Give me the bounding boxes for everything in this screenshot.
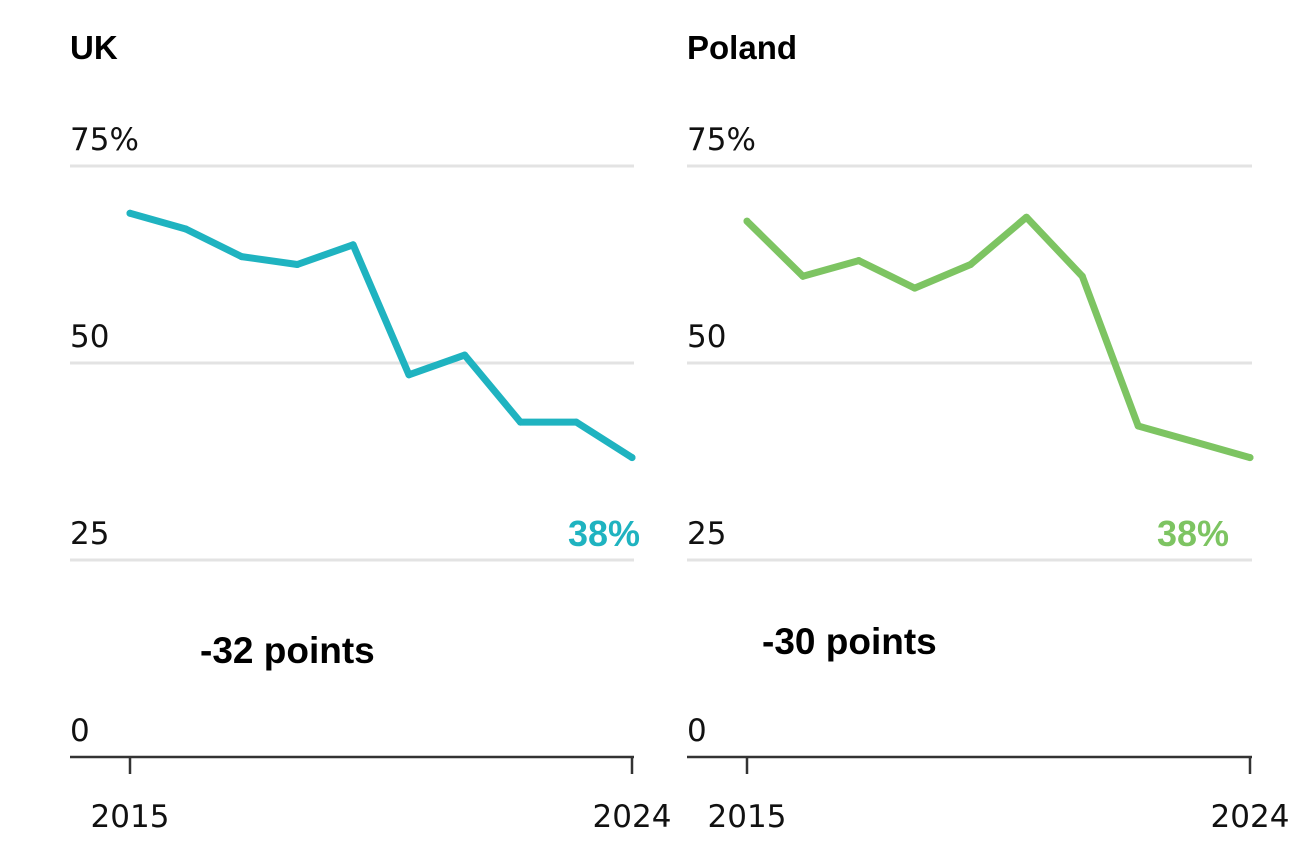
data-point-2020 [405, 371, 413, 379]
data-point-2022 [516, 418, 524, 426]
data-point-2023 [572, 418, 580, 426]
data-point-2019 [967, 261, 975, 268]
data-point-2016 [182, 225, 190, 233]
y-tick-label: 0 [687, 713, 707, 749]
y-tick-label: 50 [70, 319, 109, 355]
y-tick-label: 25 [687, 516, 726, 552]
panel-title: Poland [687, 29, 797, 66]
x-tick-label: 2015 [708, 799, 787, 835]
data-point-2019 [349, 241, 357, 249]
data-point-2015 [743, 217, 751, 225]
data-point-2018 [911, 284, 919, 292]
y-tick-label: 75% [70, 122, 139, 158]
x-tick-label: 2015 [91, 799, 170, 835]
data-point-2020 [1022, 213, 1030, 221]
data-point-2022 [1134, 422, 1142, 430]
data-point-2015 [126, 209, 134, 217]
y-tick-label: 0 [70, 713, 90, 749]
end-value-label: 38% [1157, 513, 1229, 554]
y-tick-label: 25 [70, 516, 109, 552]
y-tick-label: 75% [687, 122, 756, 158]
panel-poland: Poland 75% 50 25 0 2015 2024 38% -30 points [687, 29, 1289, 835]
data-point-2017 [238, 253, 246, 261]
series-line [743, 213, 1254, 462]
data-point-2021 [461, 351, 469, 359]
panel-title: UK [70, 29, 118, 66]
data-point-2016 [799, 272, 807, 280]
data-point-2024 [628, 454, 636, 462]
data-point-2021 [1078, 272, 1086, 280]
data-point-2018 [293, 261, 301, 268]
change-annotation: -32 points [200, 630, 375, 671]
series-line [126, 209, 636, 462]
x-tick-label: 2024 [593, 799, 672, 835]
change-annotation: -30 points [762, 621, 937, 662]
end-value-label: 38% [568, 513, 640, 554]
data-point-2023 [1190, 438, 1198, 446]
data-point-2017 [855, 257, 863, 265]
panel-uk: UK 75% 50 25 0 2015 2024 38% -32 points [70, 29, 671, 835]
x-tick-label: 2024 [1211, 799, 1290, 835]
y-tick-label: 50 [687, 319, 726, 355]
data-point-2024 [1246, 454, 1254, 462]
